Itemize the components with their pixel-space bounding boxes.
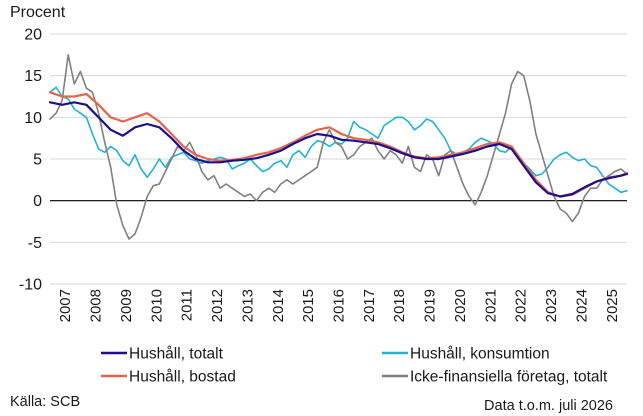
y-tick-label: 0 [33,193,42,210]
x-tick: 2009 [118,289,135,322]
y-tick-label: 5 [33,152,42,169]
x-axis-ticks: 2007 2008 2009 2010 2011 2012 2013 2014 2015 2016… [57,289,621,322]
x-tick: 2022 [513,289,530,322]
x-tick-label: 2018 [391,289,408,322]
legend: Hushåll, totalt Hushåll, konsumtion Hushål… [101,346,608,386]
x-tick: 2017 [361,289,378,322]
y-tick-label: 15 [24,68,42,85]
x-tick-label: 2021 [482,289,499,322]
legend-item-household-consumption: Hushåll, konsumtion [382,346,550,363]
x-tick-label: 2023 [543,289,560,322]
x-tick-label: 2022 [513,289,530,322]
x-tick: 2012 [209,289,226,322]
x-tick: 2016 [331,289,348,322]
x-tick-label: 2011 [179,289,196,321]
y-tick-label: 20 [24,27,42,44]
y-axis-label: Procent [10,4,66,21]
y-tick-label: -10 [19,277,42,294]
x-tick-label: 2012 [209,289,226,322]
y-axis-ticks: 20 15 10 5 0 -5 -10 [19,27,42,294]
x-tick: 2013 [239,289,256,322]
x-tick: 2021 [482,289,499,322]
series-line-nonfinancial [49,54,628,240]
x-tick: 2025 [604,289,621,322]
x-tick-label: 2016 [331,289,348,322]
legend-label: Hushåll, bostad [129,369,236,386]
x-tick-label: 2014 [270,289,287,322]
legend-item-household-total: Hushåll, totalt [101,346,224,363]
x-tick: 2018 [391,289,408,322]
x-tick: 2014 [270,289,287,322]
series-line-household-consumption [49,86,628,194]
legend-label: Hushåll, konsumtion [410,346,550,363]
x-tick-label: 2007 [57,289,74,322]
x-tick-label: 2025 [604,289,621,322]
x-tick: 2010 [148,289,165,322]
x-tick: 2023 [543,289,560,322]
x-tick-label: 2015 [300,289,317,322]
x-tick-label: 2017 [361,289,378,322]
series-line-household-housing [48,91,629,198]
x-tick-label: 2009 [118,289,135,322]
x-tick: 2015 [300,289,317,322]
series-line-household-total [48,101,629,198]
x-tick-label: 2020 [452,289,469,322]
y-tick-label: -5 [28,235,42,252]
data-footnote: Data t.o.m. juli 2026 [484,398,613,414]
x-tick-label: 2010 [148,289,165,322]
legend-label: Hushåll, totalt [129,346,224,363]
x-tick-label: 2019 [422,289,439,322]
x-tick: 2020 [452,289,469,322]
x-tick: 2024 [573,289,590,322]
x-tick: 2019 [422,289,439,322]
series-lines [48,54,629,240]
x-tick-label: 2024 [573,289,590,322]
x-tick: 2008 [88,289,105,322]
legend-item-nonfinancial: Icke-finansiella företag, totalt [382,369,608,386]
legend-item-household-housing: Hushåll, bostad [101,369,236,386]
x-tick-label: 2008 [88,289,105,322]
source-note: Källa: SCB [10,394,80,410]
x-tick: 2011 [179,289,196,321]
x-tick-label: 2013 [239,289,256,322]
x-tick: 2007 [57,289,74,322]
legend-label: Icke-finansiella företag, totalt [410,369,608,386]
y-tick-label: 10 [24,110,42,127]
